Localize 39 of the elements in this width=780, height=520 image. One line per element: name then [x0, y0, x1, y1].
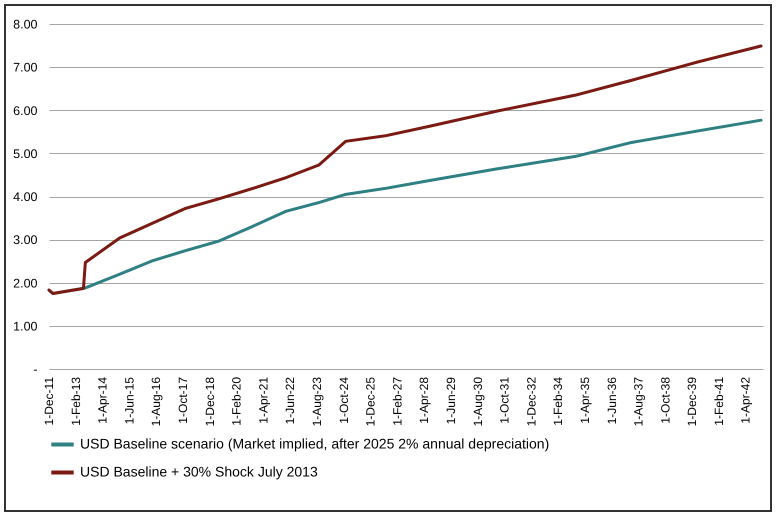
x-tick-label: 1-Aug-16	[149, 376, 164, 426]
legend-label: USD Baseline + 30% Shock July 2013	[80, 464, 318, 480]
x-tick-label: 1-Dec-32	[524, 376, 538, 426]
y-tick-label: 8.00	[13, 18, 38, 32]
x-tick-label: 1-Jun-15	[122, 376, 136, 424]
y-tick-label: 2.00	[13, 276, 38, 290]
x-tick-label: 1-Apr-42	[738, 376, 753, 424]
x-tick-label: 1-Apr-35	[578, 376, 592, 424]
x-tick-label: 1-Oct-17	[176, 376, 190, 424]
x-tick-label: 1-Feb-34	[551, 376, 566, 426]
x-tick-label: 1-Dec-25	[364, 376, 378, 426]
x-tick-label: 1-Oct-38	[658, 376, 672, 424]
x-tick-label: 1-Oct-31	[498, 376, 512, 424]
x-tick-label: 1-Feb-20	[230, 376, 244, 426]
y-tick-label: 3.00	[13, 233, 38, 248]
x-tick-label: 1-Feb-13	[68, 376, 83, 426]
x-tick-label: 1-Dec-11	[42, 376, 56, 426]
y-tick-label: 7.00	[13, 60, 38, 75]
x-tick-label: 1-Dec-39	[685, 376, 700, 426]
x-tick-label: 1-Aug-30	[470, 376, 485, 426]
x-tick-label: 1-Apr-14	[96, 376, 110, 424]
x-tick-label: 1-Jun-22	[283, 376, 298, 424]
x-tick-label: 1-Aug-23	[310, 376, 324, 426]
y-tick-label: 5.00	[13, 146, 38, 161]
x-tick-label: 1-Dec-18	[202, 376, 217, 426]
x-tick-label: 1-Jun-36	[604, 376, 619, 424]
x-tick-label: 1-Jun-29	[444, 376, 458, 424]
legend-label: USD Baseline scenario (Market implied, after 2025 2% annual depreciation)	[80, 436, 550, 452]
x-tick-label: 1-Oct-24	[336, 376, 351, 424]
x-tick-label: 1-Feb-27	[390, 376, 404, 426]
x-tick-label: 1-Aug-37	[632, 376, 646, 426]
x-tick-label: 1-Apr-28	[417, 376, 432, 424]
x-tick-label: 1-Apr-21	[256, 376, 270, 424]
y-tick-label: -	[33, 362, 38, 376]
line-series	[48, 44, 763, 296]
y-tick-label: 4.00	[13, 190, 38, 204]
y-tick-label: 1.00	[13, 319, 38, 334]
x-tick-label: 1-Feb-41	[712, 376, 726, 426]
y-tick-label: 6.00	[13, 104, 38, 118]
